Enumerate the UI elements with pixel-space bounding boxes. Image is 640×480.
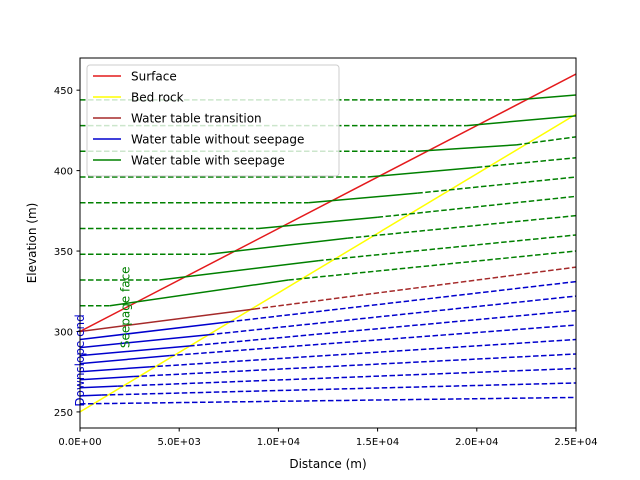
y-tick-label: 300	[54, 327, 73, 338]
series-line-water-table-segment	[288, 250, 576, 281]
series-line-water-table-segment	[80, 354, 170, 365]
legend: Surface Bed rock Water table transition Wat…	[86, 64, 340, 177]
series-line-water-table-segment	[80, 375, 134, 381]
series-line-surface	[80, 73, 576, 333]
series-line-water-table-segment	[476, 156, 576, 169]
series-line-water-table-segment	[516, 136, 576, 146]
annotation-seepage-face: Seepage face	[119, 266, 133, 348]
series-line-water-table-segment	[133, 353, 576, 378]
legend-label: Bed rock	[131, 91, 184, 105]
x-tick-label: 2.0E+04	[455, 437, 498, 448]
legend-label: Water table transition	[131, 112, 262, 126]
series-line-water-table-segment	[101, 382, 576, 396]
axes-frame	[79, 57, 577, 429]
y-tick-label: 350	[54, 247, 73, 258]
series-line-water-table-segment	[228, 280, 576, 323]
series-line-water-table-segment	[466, 115, 576, 127]
x-axis-ticks: 0.0E+00 5.0E+03 1.0E+04 1.5E+04 2.0E+04 2.5E+…	[58, 428, 598, 448]
series-line-water-table-segment	[367, 166, 477, 178]
series-line-water-table-segment	[80, 308, 255, 333]
y-tick-label: 250	[54, 408, 73, 419]
series-line-water-table-segment	[149, 338, 576, 368]
x-tick-label: 1.5E+04	[356, 437, 399, 448]
series-line-water-table-segment	[80, 333, 210, 349]
series-line-water-table-segment	[80, 396, 576, 405]
series-line-water-table-segment	[208, 237, 348, 256]
legend-label: Surface	[131, 70, 177, 84]
series-line-water-table-segment	[80, 321, 229, 341]
series-line-water-table-segment	[377, 195, 576, 219]
series-line-water-table-segment	[117, 367, 576, 387]
x-tick-label: 2.5E+04	[554, 437, 597, 448]
legend-label: Water table with seepage	[131, 154, 285, 168]
legend-label: Water table without seepage	[131, 133, 304, 147]
series-line-bed-rock	[80, 113, 576, 413]
x-axis-label: Distance (m)	[289, 457, 366, 471]
series-line-water-table-segment	[254, 266, 576, 310]
series-line-water-table-segment	[109, 279, 289, 307]
series-line-water-table-segment	[80, 385, 118, 389]
y-tick-label: 400	[54, 167, 73, 178]
series-line-water-table-segment	[189, 309, 576, 347]
y-axis-ticks: 250 300 350 400 450	[54, 86, 80, 419]
x-tick-label: 5.0E+03	[158, 437, 201, 448]
series-line-water-table-segment	[417, 176, 576, 194]
x-tick-label: 1.0E+04	[257, 437, 300, 448]
series-line-water-table-segment	[318, 234, 576, 262]
y-axis-label: Elevation (m)	[25, 203, 39, 284]
legend-box	[86, 64, 340, 177]
y-tick-label: 450	[54, 86, 73, 97]
x-tick-label: 0.0E+00	[58, 437, 101, 448]
series-line-water-table-segment	[80, 366, 150, 373]
series-line-water-table-segment	[308, 192, 418, 204]
series-line-water-table-segment	[169, 324, 576, 357]
series-line-water-table-segment	[516, 94, 576, 101]
series-line-water-table-segment	[258, 216, 378, 230]
series-line-water-table-segment	[80, 345, 190, 357]
series-line-water-table-segment	[159, 259, 319, 281]
series-line-water-table-segment	[417, 144, 517, 153]
series-line-water-table-segment	[80, 394, 102, 397]
series-line-water-table-segment	[208, 295, 576, 336]
series-line-water-table-segment	[347, 214, 576, 239]
